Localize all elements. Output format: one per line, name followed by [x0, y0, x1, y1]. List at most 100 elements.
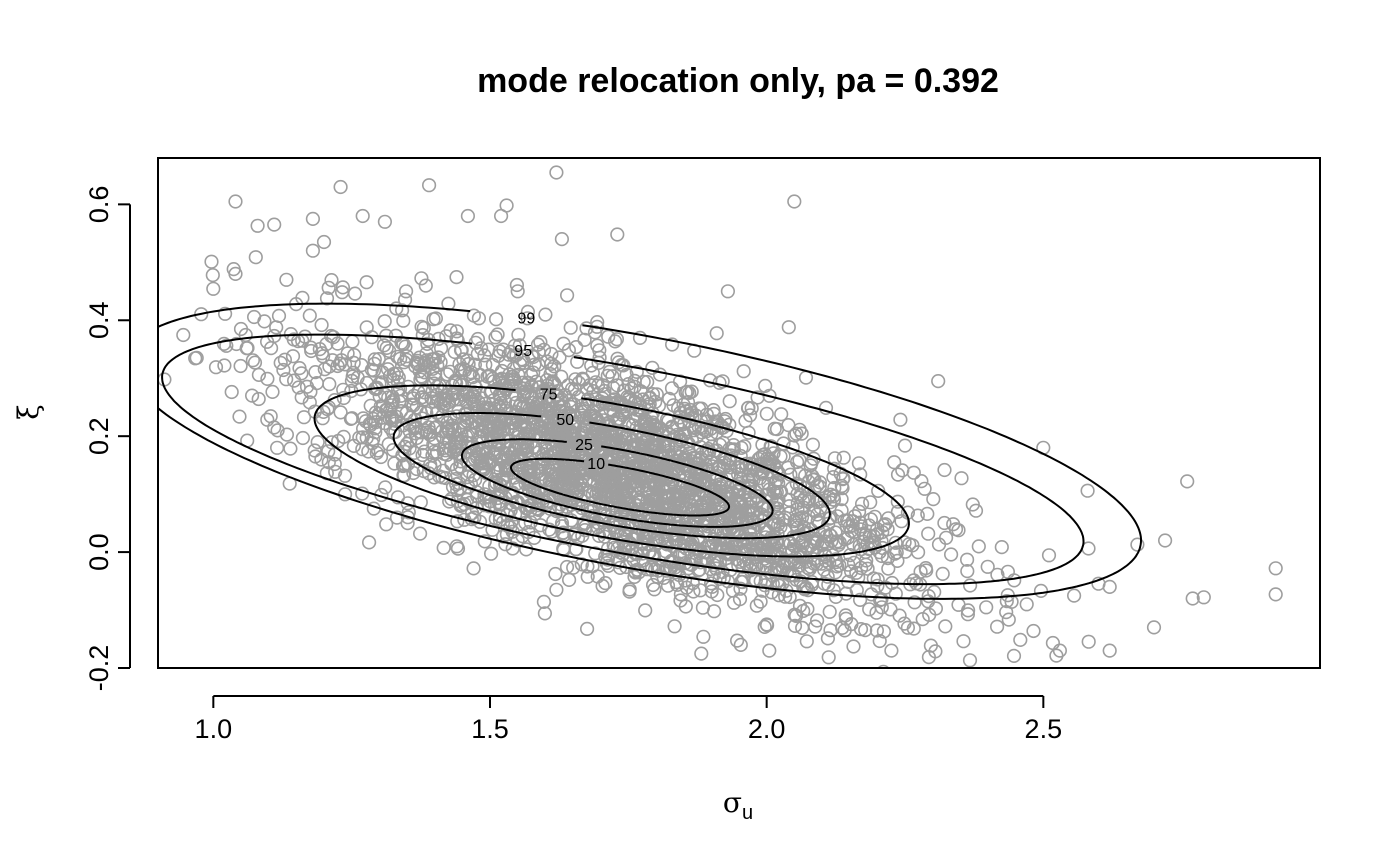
data-point — [545, 348, 558, 361]
data-point — [136, 284, 149, 297]
data-point — [420, 279, 433, 292]
data-point — [723, 395, 736, 408]
data-point — [564, 321, 577, 334]
data-point — [927, 493, 940, 506]
data-point — [1103, 581, 1116, 594]
data-point — [823, 606, 836, 619]
data-point — [1027, 625, 1040, 638]
data-point — [888, 456, 901, 469]
data-point — [273, 310, 286, 323]
data-point — [763, 644, 776, 657]
data-point — [611, 228, 624, 241]
data-point — [1181, 475, 1194, 488]
x-tick-label: 1.5 — [471, 714, 509, 744]
chart-title: mode relocation only, pa = 0.392 — [477, 62, 999, 100]
data-point — [233, 410, 246, 423]
data-point — [933, 680, 946, 693]
contour-label: 95 — [514, 343, 532, 360]
data-point — [234, 360, 247, 373]
data-point — [807, 438, 820, 451]
data-point — [908, 466, 921, 479]
data-point — [158, 373, 171, 386]
data-point — [1159, 534, 1172, 547]
data-point — [570, 341, 583, 354]
data-point — [599, 577, 612, 590]
data-point — [360, 276, 373, 289]
data-point — [918, 483, 931, 496]
data-point — [268, 421, 281, 434]
data-point — [539, 308, 552, 321]
data-point — [287, 350, 300, 363]
data-point — [467, 562, 480, 575]
data-point — [495, 210, 508, 223]
data-point — [26, 422, 39, 435]
data-point — [800, 371, 813, 384]
contour-label: 75 — [540, 387, 558, 404]
data-point — [870, 606, 883, 619]
data-point — [884, 603, 897, 616]
data-point — [581, 623, 594, 636]
data-point — [437, 542, 450, 555]
data-point — [450, 271, 463, 284]
data-point — [561, 289, 574, 302]
data-point — [938, 464, 951, 477]
data-point — [1169, 710, 1182, 723]
data-point — [225, 386, 238, 399]
data-point — [957, 635, 970, 648]
data-point — [485, 547, 498, 560]
data-point — [1081, 484, 1094, 497]
data-point — [229, 268, 242, 281]
data-point — [1043, 549, 1056, 562]
data-point — [822, 632, 835, 645]
data-point — [379, 216, 392, 229]
data-point — [939, 620, 952, 633]
data-point — [697, 631, 710, 644]
data-point — [550, 584, 563, 597]
x-axis-label-subscript: u — [742, 802, 753, 824]
data-point — [556, 233, 569, 246]
y-tick-label: 0.6 — [84, 186, 114, 224]
data-point — [922, 527, 935, 540]
data-point — [311, 436, 324, 449]
data-point — [783, 321, 796, 334]
data-point — [132, 364, 145, 377]
data-point — [298, 411, 311, 424]
y-axis: -0.2 0.0 0.2 0.4 0.6 — [84, 186, 130, 692]
data-point — [378, 315, 391, 328]
data-point — [304, 309, 317, 322]
data-point — [266, 386, 279, 399]
data-point — [366, 331, 379, 344]
data-point — [207, 283, 220, 296]
data-point — [261, 413, 274, 426]
data-point — [737, 365, 750, 378]
y-tick-label: 0.4 — [84, 301, 114, 339]
data-point — [334, 181, 347, 194]
data-point — [462, 210, 475, 223]
data-point — [1269, 588, 1282, 601]
data-point — [722, 575, 735, 588]
data-point — [991, 620, 1004, 633]
data-point — [782, 461, 795, 474]
data-point — [539, 607, 552, 620]
data-point — [722, 285, 735, 298]
data-point — [864, 496, 877, 509]
data-point — [1082, 635, 1095, 648]
data-point — [710, 327, 723, 340]
data-point — [847, 640, 860, 653]
x-tick-label: 1.0 — [195, 714, 233, 744]
data-point — [952, 599, 965, 612]
data-point — [356, 210, 369, 223]
data-point — [796, 622, 809, 635]
contour-label: 25 — [575, 437, 593, 454]
data-point — [360, 321, 373, 334]
data-point — [268, 218, 281, 231]
data-point — [1035, 585, 1048, 598]
data-point — [307, 213, 320, 226]
data-point — [250, 251, 263, 264]
data-point — [894, 413, 907, 426]
data-point — [323, 378, 336, 391]
data-point — [801, 635, 814, 648]
data-point — [297, 432, 310, 445]
data-point — [945, 548, 958, 561]
data-point — [1103, 644, 1116, 657]
